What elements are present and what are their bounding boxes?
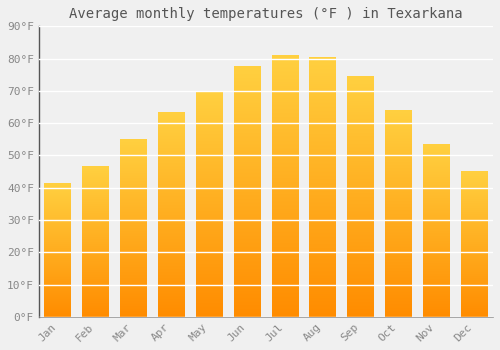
Title: Average monthly temperatures (°F ) in Texarkana: Average monthly temperatures (°F ) in Te… <box>69 7 462 21</box>
